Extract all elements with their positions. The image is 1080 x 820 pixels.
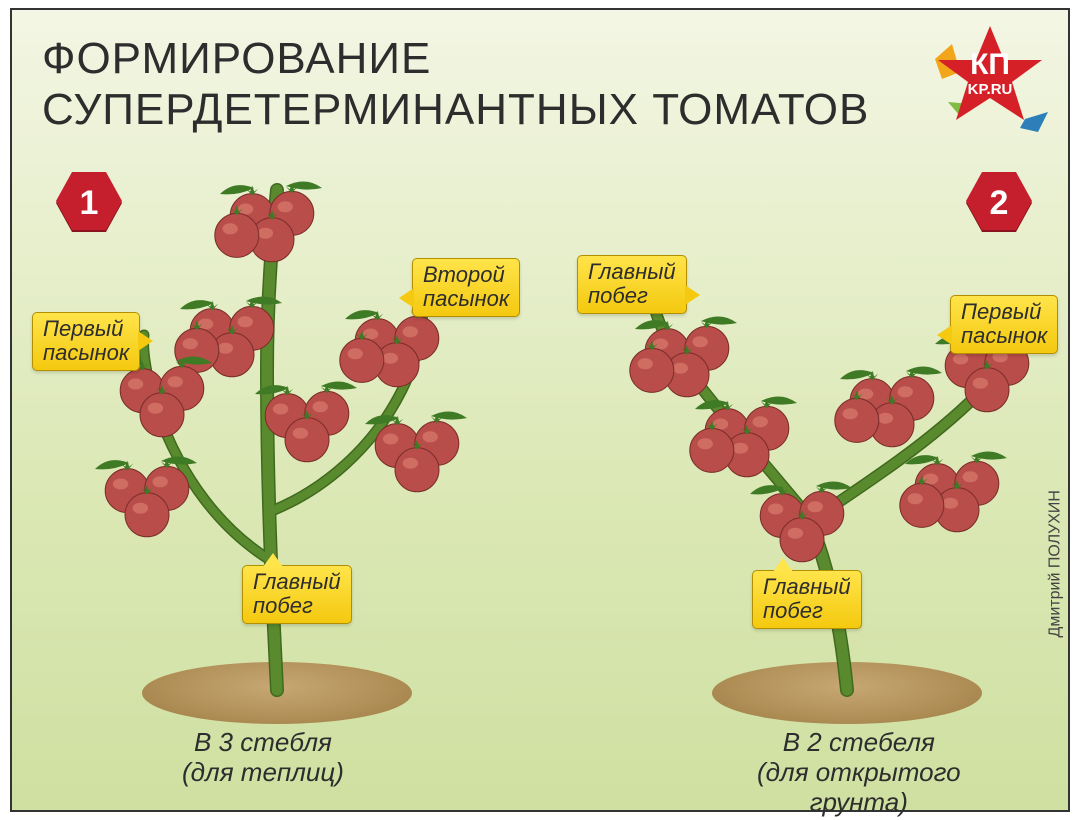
callout-label: Первыйпасынок xyxy=(32,312,140,371)
tomato-cluster xyxy=(365,411,467,491)
callout-label: Второйпасынок xyxy=(412,258,520,317)
logo-text-top: КП xyxy=(970,48,1010,81)
tomato-cluster xyxy=(215,181,322,261)
tomato-cluster xyxy=(690,396,797,476)
callout-label: Первыйпасынок xyxy=(950,295,1058,354)
tomato-cluster xyxy=(340,306,447,386)
callout-label: Главныйпобег xyxy=(577,255,687,314)
plant-caption: В 3 стебля(для теплиц) xyxy=(182,728,344,788)
author-credit: Дмитрий ПОЛУХИН xyxy=(1046,490,1064,637)
plant-caption: В 2 стебеля(для открытогогрунта) xyxy=(757,728,961,818)
infographic-frame: ФОРМИРОВАНИЕ СУПЕРДЕТЕРМИНАНТНЫХ ТОМАТОВ… xyxy=(10,8,1070,812)
kp-logo: КП KP.RU xyxy=(930,24,1050,134)
tomato-cluster xyxy=(750,481,852,561)
tomato-cluster xyxy=(630,316,737,396)
callout-label: Главныйпобег xyxy=(242,565,352,624)
plant1 xyxy=(72,160,552,720)
title-line2: СУПЕРДЕТЕРМИНАНТНЫХ ТОМАТОВ xyxy=(42,85,869,134)
callout-label: Главныйпобег xyxy=(752,570,862,629)
title-line1: ФОРМИРОВАНИЕ xyxy=(42,34,431,83)
tomato-cluster xyxy=(900,451,1007,531)
page-title: ФОРМИРОВАНИЕ СУПЕРДЕТЕРМИНАНТНЫХ ТОМАТОВ xyxy=(42,34,869,135)
logo-text-bottom: KP.RU xyxy=(968,81,1013,98)
